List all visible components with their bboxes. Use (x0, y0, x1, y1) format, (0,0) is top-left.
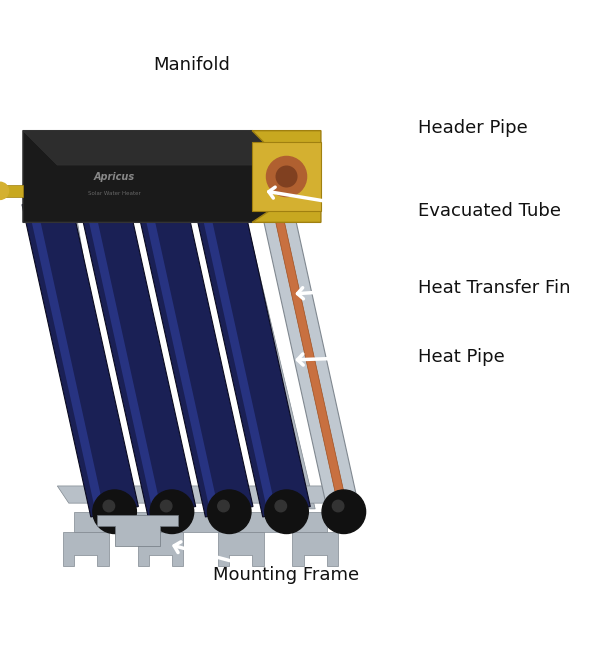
Circle shape (160, 500, 172, 512)
Polygon shape (22, 194, 139, 517)
Polygon shape (137, 194, 253, 517)
Polygon shape (200, 171, 315, 509)
Text: Heat Transfer Fin: Heat Transfer Fin (418, 279, 571, 298)
Polygon shape (292, 532, 338, 566)
Circle shape (0, 182, 8, 199)
Circle shape (275, 500, 287, 512)
Circle shape (266, 156, 307, 197)
Circle shape (93, 490, 136, 534)
Text: Apricus: Apricus (94, 171, 135, 182)
Polygon shape (23, 131, 287, 165)
Polygon shape (34, 171, 126, 509)
Text: Solar Water Heater: Solar Water Heater (88, 191, 141, 196)
Polygon shape (218, 532, 263, 566)
Polygon shape (194, 194, 310, 517)
Text: Heat Pipe: Heat Pipe (418, 348, 505, 366)
Polygon shape (271, 199, 348, 513)
Text: Manifold: Manifold (154, 56, 230, 74)
Text: Mounting Frame: Mounting Frame (214, 566, 359, 584)
Circle shape (332, 500, 344, 512)
Circle shape (265, 490, 308, 534)
Circle shape (322, 490, 365, 534)
Polygon shape (252, 131, 321, 223)
Circle shape (150, 490, 194, 534)
Polygon shape (252, 142, 321, 211)
Polygon shape (63, 532, 109, 566)
Text: Evacuated Tube: Evacuated Tube (418, 202, 562, 220)
Polygon shape (97, 514, 178, 546)
Polygon shape (0, 185, 23, 197)
Polygon shape (260, 196, 359, 515)
Circle shape (103, 500, 115, 512)
Polygon shape (137, 532, 184, 566)
Circle shape (208, 490, 251, 534)
Polygon shape (28, 202, 105, 516)
Polygon shape (23, 131, 287, 223)
Polygon shape (85, 202, 162, 516)
Polygon shape (79, 194, 196, 517)
Polygon shape (142, 202, 220, 516)
Polygon shape (74, 512, 326, 532)
Circle shape (276, 166, 297, 187)
Circle shape (218, 500, 229, 512)
Text: Header Pipe: Header Pipe (418, 118, 528, 137)
Polygon shape (58, 486, 355, 503)
Polygon shape (200, 202, 277, 516)
